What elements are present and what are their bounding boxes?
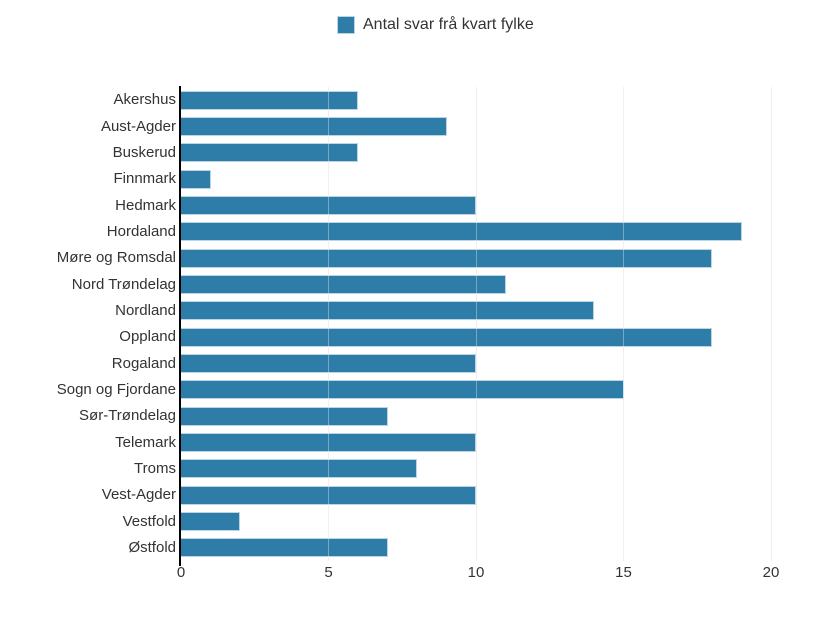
bar-hordaland[interactable]	[181, 222, 742, 242]
category-label: Vest-Agder	[101, 486, 176, 504]
x-tick-label: 15	[615, 564, 632, 581]
gridline-overlay	[623, 87, 624, 561]
bar-finnmark[interactable]	[181, 169, 211, 189]
category-label: Oppland	[119, 328, 176, 346]
gridline	[623, 87, 624, 561]
category-axis-labels: Akershus Aust-Agder Buskerud Finnmark Hedmar…	[0, 87, 176, 561]
legend-label: Antal svar frå kvart fylke	[363, 16, 534, 33]
bar-aust-agder[interactable]	[181, 117, 447, 136]
category-label: Møre og Romsdal	[56, 249, 176, 267]
y-axis-line	[179, 86, 181, 566]
category-label: Nord Trøndelag	[71, 275, 176, 293]
gridline-overlay	[475, 87, 477, 561]
bar-vest-agder[interactable]	[181, 485, 476, 505]
bar-troms[interactable]	[181, 459, 417, 479]
bar-akershus[interactable]	[181, 90, 358, 110]
bar-buskerud[interactable]	[181, 143, 358, 163]
category-label: Finnmark	[113, 170, 176, 188]
category-label: Telemark	[115, 433, 176, 451]
bar-oppland[interactable]	[181, 327, 712, 347]
bar-telemark[interactable]	[181, 433, 476, 452]
bar-rogaland[interactable]	[181, 354, 476, 373]
bar-nord-tr-ndelag[interactable]	[181, 275, 506, 294]
category-label: Rogaland	[111, 354, 176, 372]
x-tick-label: 0	[176, 564, 186, 581]
x-tick-label: 20	[762, 564, 780, 581]
category-label: Buskerud	[112, 143, 176, 161]
legend: Antal svar frå kvart fylke	[337, 16, 534, 36]
category-label: Sogn og Fjordane	[56, 380, 176, 398]
category-label: Vestfold	[122, 512, 176, 530]
bar-s-r-tr-ndelag[interactable]	[181, 406, 388, 426]
category-label: Sør-Trøndelag	[79, 407, 176, 425]
category-label: Hordaland	[106, 222, 176, 240]
bar-m-re-og-romsdal[interactable]	[181, 248, 712, 268]
x-tick-label: 10	[467, 564, 485, 581]
bar-sogn-og-fjordane[interactable]	[181, 380, 624, 400]
category-label: Akershus	[113, 91, 176, 109]
gridline	[475, 87, 477, 561]
category-label: Østfold	[128, 538, 176, 556]
plot-area	[179, 86, 772, 566]
gridline	[770, 87, 772, 561]
category-label: Troms	[134, 459, 176, 477]
gridline	[328, 87, 329, 561]
category-label: Aust-Agder	[100, 117, 176, 135]
bar-vestfold[interactable]	[181, 512, 240, 531]
legend-swatch-icon	[337, 16, 355, 34]
gridline-overlay	[770, 87, 772, 561]
category-label: Nordland	[115, 301, 176, 319]
gridline-overlay	[328, 87, 329, 561]
bar-hedmark[interactable]	[181, 196, 476, 215]
bar--stfold[interactable]	[181, 538, 388, 558]
bar-nordland[interactable]	[181, 301, 594, 321]
x-axis-labels: 0 5 10 15 20	[177, 564, 780, 586]
legend-item[interactable]: Antal svar frå kvart fylke	[337, 16, 534, 34]
x-tick-label: 5	[324, 564, 333, 581]
category-label: Hedmark	[115, 196, 176, 214]
